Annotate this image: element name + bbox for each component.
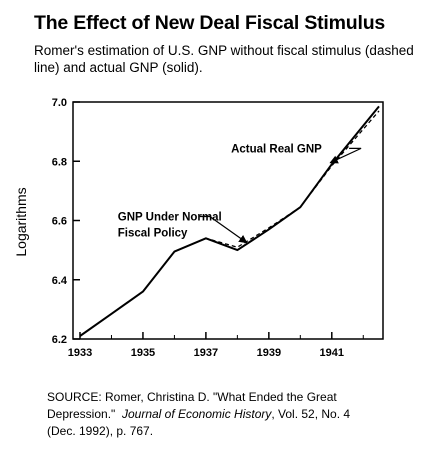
y-tick-label: 6.2: [52, 334, 67, 346]
y-axis: 6.2 6.4 6.6 6.8 7.0: [52, 97, 80, 346]
source-volume: , Vol. 52, No. 4: [271, 407, 351, 421]
y-tick-label: 6.6: [52, 216, 67, 228]
annotation-arrow: [329, 147, 362, 164]
annotation-arrow: [199, 215, 248, 244]
y-tick-label: 6.8: [52, 156, 67, 168]
series-line-normal-fiscal-policy: [79, 110, 380, 337]
source-line-3: (Dec. 1992), p. 767.: [47, 424, 154, 438]
annotation-label: GNP Under Normal: [118, 212, 222, 224]
y-axis-label: Logarithms: [13, 187, 29, 256]
source-line-1: SOURCE: Romer, Christina D. "What Ended …: [47, 390, 337, 404]
series-layer: [79, 105, 380, 337]
chart-svg: 6.2 6.4 6.6 6.8 7.0 1933 1935 1937 1939 1941 Log…: [13, 97, 384, 359]
source-note: SOURCE: Romer, Christina D. "What Ended …: [47, 389, 417, 440]
y-tick-label: 6.4: [52, 275, 68, 287]
chart-subtitle: Romer's estimation of U.S. GNP without f…: [34, 43, 414, 75]
chart-title: The Effect of New Deal Fiscal Stimulus: [34, 12, 386, 34]
x-tick-label: 1941: [320, 347, 344, 359]
source-title-end: Depression.": [47, 407, 116, 421]
annotation-label: Actual Real GNP: [231, 143, 322, 155]
x-tick-label: 1937: [194, 347, 218, 359]
y-tick-label: 7.0: [52, 97, 67, 109]
x-tick-label: 1939: [257, 347, 281, 359]
source-journal: Journal of Economic History: [121, 407, 272, 421]
x-tick-label: 1935: [131, 347, 155, 359]
source-line-2: Depression." Journal of Economic History…: [47, 406, 417, 423]
annotation-layer: Actual Real GNP GNP Under Normal Fiscal Po…: [118, 143, 362, 244]
annotation-label: Fiscal Policy: [118, 228, 188, 240]
x-tick-label: 1933: [68, 347, 92, 359]
x-axis: 1933 1935 1937 1939 1941: [68, 332, 364, 359]
